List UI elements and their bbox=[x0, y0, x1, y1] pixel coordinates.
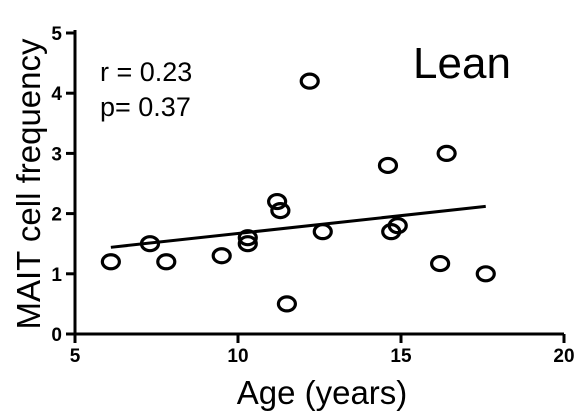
regression-line bbox=[110, 204, 486, 249]
data-point bbox=[430, 254, 451, 273]
data-point bbox=[237, 229, 258, 247]
data-point bbox=[237, 235, 258, 253]
x-tick-label: 5 bbox=[70, 346, 81, 367]
data-points bbox=[100, 72, 496, 313]
panel-label: Lean bbox=[413, 39, 511, 88]
data-point bbox=[475, 265, 496, 283]
data-point bbox=[299, 72, 320, 90]
y-tick-label: 1 bbox=[51, 265, 62, 286]
y-axis-title: MAIT cell frequency bbox=[10, 38, 47, 330]
data-point bbox=[267, 192, 288, 211]
data-point bbox=[436, 144, 457, 162]
y-tick-label: 5 bbox=[51, 24, 62, 45]
data-point bbox=[312, 223, 333, 241]
data-point bbox=[139, 235, 161, 253]
correlation-r-label: r = 0.23 bbox=[100, 57, 192, 87]
x-tick-label: 20 bbox=[553, 346, 574, 367]
y-tick-label: 3 bbox=[51, 144, 62, 165]
data-point bbox=[100, 253, 121, 271]
axes bbox=[73, 30, 564, 336]
x-tick-label: 15 bbox=[390, 346, 412, 367]
trendline-layer bbox=[110, 204, 486, 249]
data-point bbox=[276, 295, 297, 313]
ticks: 5 10 15 20 0 1 2 3 4 5 bbox=[51, 24, 574, 367]
y-tick-label: 2 bbox=[51, 205, 62, 226]
x-tick-label: 10 bbox=[227, 346, 248, 367]
y-tick-label: 4 bbox=[51, 84, 62, 105]
y-tick-label: 0 bbox=[51, 325, 62, 346]
data-point bbox=[156, 253, 177, 271]
data-point bbox=[387, 217, 408, 235]
correlation-p-label: p= 0.37 bbox=[100, 92, 191, 122]
x-axis-title: Age (years) bbox=[237, 374, 408, 411]
data-point bbox=[270, 201, 291, 220]
data-point bbox=[377, 156, 399, 175]
data-point bbox=[211, 247, 232, 265]
